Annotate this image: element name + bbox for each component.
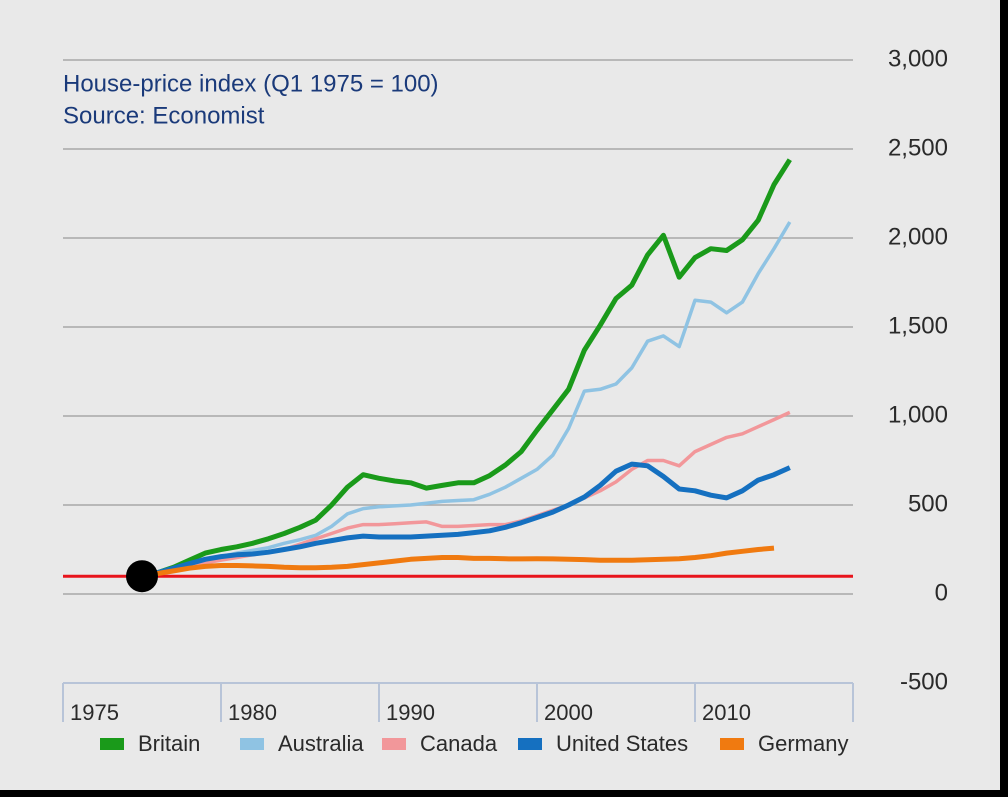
y-tick-label: 1,000 xyxy=(888,401,948,428)
series-line xyxy=(141,158,792,579)
y-tick-label: -500 xyxy=(900,668,948,695)
legend-label: Canada xyxy=(420,731,498,756)
y-tick-label: 1,500 xyxy=(888,312,948,339)
legend-label: Britain xyxy=(138,731,200,756)
y-tick-label: 500 xyxy=(908,490,948,517)
chart-subtitle: Source: Economist xyxy=(63,102,265,129)
legend-swatch xyxy=(720,738,744,750)
y-tick-label: 2,000 xyxy=(888,223,948,250)
legend-swatch xyxy=(382,738,406,750)
y-tick-label: 2,500 xyxy=(888,134,948,161)
x-tick-label: 2000 xyxy=(544,700,593,725)
x-tick-label: 2010 xyxy=(702,700,751,725)
legend-label: Australia xyxy=(278,731,364,756)
legend-swatch xyxy=(240,738,264,750)
y-tick-label: 3,000 xyxy=(888,45,948,72)
legend-label: United States xyxy=(556,731,688,756)
series-line xyxy=(141,461,791,579)
legend-label: Germany xyxy=(758,731,848,756)
x-tick-label: 1980 xyxy=(228,700,277,725)
legend-swatch xyxy=(518,738,542,750)
series-line xyxy=(141,221,792,578)
legend-swatch xyxy=(100,738,124,750)
chart-title: House-price index (Q1 1975 = 100) xyxy=(63,70,439,97)
y-tick-label: 0 xyxy=(935,579,948,606)
series-line xyxy=(141,545,775,579)
x-tick-label: 1990 xyxy=(386,700,435,725)
x-tick-label: 1975 xyxy=(70,700,119,725)
origin-marker xyxy=(126,560,158,593)
